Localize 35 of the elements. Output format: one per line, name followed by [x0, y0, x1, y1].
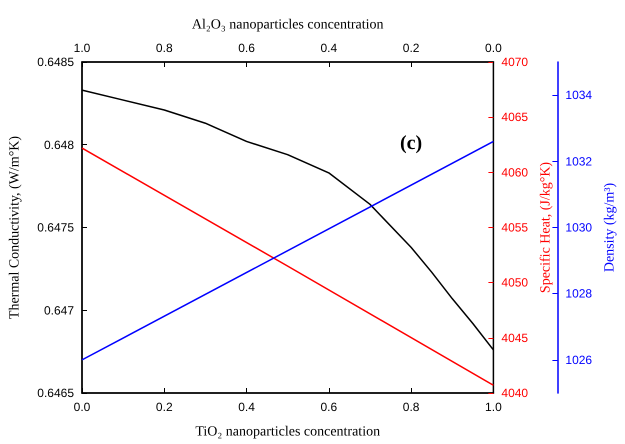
y2-tick-label: 4055 [501, 220, 528, 234]
x2-tick-label: 0.2 [402, 41, 420, 55]
y3-tick-label: 1026 [565, 352, 592, 367]
y2-axis-title: Specific Heat, (J/kg°K) [538, 162, 554, 294]
y-axis-title: Thermal Conductivity, (W/m°K) [8, 136, 22, 320]
y2-tick-label: 4070 [501, 55, 528, 69]
annotation: (c) [400, 132, 422, 154]
x-tick-label: 0.6 [320, 400, 338, 414]
y2-tick-label: 4050 [501, 276, 528, 290]
x2-tick-label: 0.8 [156, 41, 173, 55]
y3-tick-label: 1028 [565, 286, 592, 301]
y3-tick-label: 1032 [565, 154, 592, 168]
x2-tick-label: 0.0 [485, 41, 502, 55]
x-tick-label: 0.2 [156, 400, 173, 414]
x2-tick-label: 1.0 [74, 41, 91, 55]
x-tick-label: 0.0 [74, 400, 91, 414]
x-tick-label: 1.0 [485, 400, 502, 414]
y-tick-label: 0.648 [44, 138, 74, 152]
x-tick-label: 0.4 [238, 400, 256, 414]
y-tick-label: 0.6465 [37, 386, 74, 400]
x2-axis-title: Al₂O₃ nanoparticles concentration [192, 18, 384, 32]
y-tick-label: 0.647 [44, 303, 74, 318]
y2-tick-label: 4040 [501, 386, 528, 400]
x-axis-title: TiO₂ nanoparticles concentration [195, 424, 380, 440]
y2-tick-label: 4065 [501, 110, 528, 124]
y3-tick-label: 1034 [565, 88, 592, 102]
y-tick-label: 0.6485 [37, 55, 74, 69]
y2-tick-label: 4060 [501, 165, 528, 180]
x-tick-label: 0.8 [402, 400, 420, 414]
y3-tick-label: 1030 [565, 220, 592, 234]
y-tick-label: 0.6475 [37, 220, 74, 234]
x2-tick-label: 0.4 [320, 41, 338, 55]
y3-axis-title: Density (kg/m³) [602, 182, 618, 272]
x2-tick-label: 0.6 [238, 41, 256, 55]
y2-tick-label: 4045 [501, 330, 528, 345]
